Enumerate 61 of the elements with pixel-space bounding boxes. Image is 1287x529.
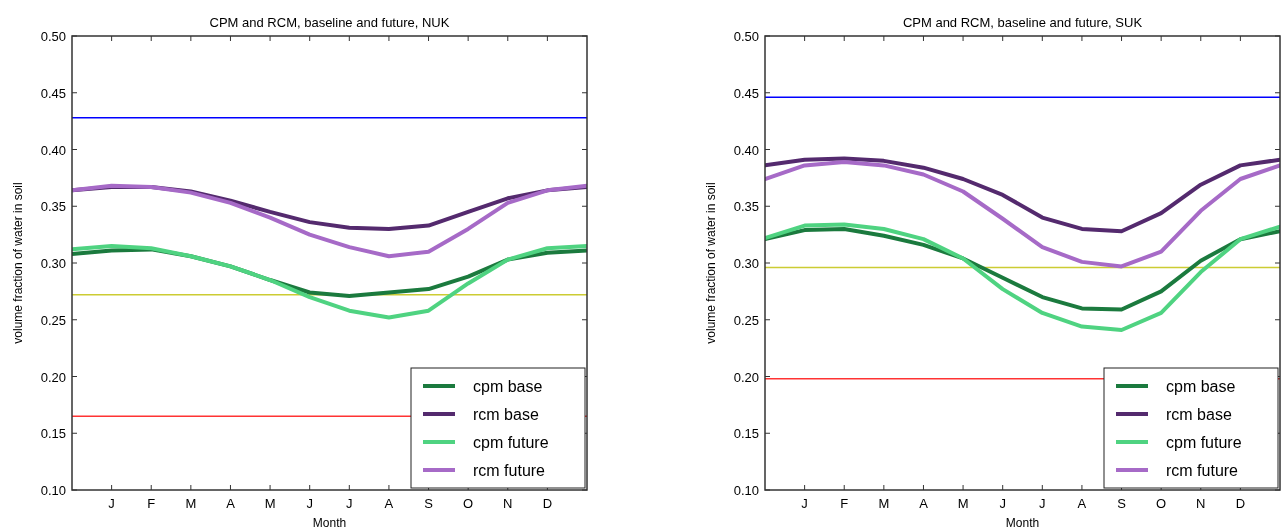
legend-label: cpm future	[1166, 434, 1242, 451]
x-tick-label: J	[999, 496, 1006, 511]
line-series	[72, 243, 587, 320]
x-tick-label: A	[384, 496, 394, 511]
y-tick-label: 0.15	[40, 426, 66, 442]
x-tick-label: D	[1235, 496, 1246, 511]
y-tick-label: 0.40	[733, 142, 759, 158]
legend-label: cpm base	[1166, 378, 1236, 395]
line-series	[765, 159, 1280, 269]
x-tick-label: M	[185, 496, 197, 511]
y-tick-label: 0.30	[733, 256, 759, 271]
x-axis-title: Month	[312, 516, 347, 529]
x-tick-label: A	[226, 496, 236, 511]
y-tick-label: 0.45	[40, 85, 66, 101]
chart-title: CPM and RCM, baseline and future, SUK	[902, 15, 1143, 30]
x-tick-label: N	[503, 496, 513, 511]
x-tick-label: O	[463, 496, 474, 511]
y-tick-label: 0.35	[40, 199, 66, 215]
x-tick-label: J	[1039, 496, 1046, 511]
y-tick-label: 0.15	[733, 426, 759, 442]
y-tick-label: 0.50	[40, 29, 66, 44]
x-tick-label: F	[147, 496, 156, 511]
x-axis-title: Month	[1005, 516, 1040, 529]
y-tick-label: 0.45	[733, 85, 759, 101]
legend-label: cpm future	[473, 434, 549, 451]
x-tick-label: M	[878, 496, 890, 511]
legend-label: rcm base	[1166, 406, 1232, 423]
y-axis-title: volume fraction of water in soil	[11, 182, 25, 344]
x-tick-label: O	[1156, 496, 1167, 511]
x-tick-label: N	[1196, 496, 1206, 511]
y-tick-label: 0.30	[40, 256, 66, 271]
x-tick-label: F	[840, 496, 849, 511]
line-series	[765, 156, 1280, 234]
y-tick-label: 0.25	[733, 312, 759, 328]
y-tick-label: 0.50	[733, 29, 759, 44]
line-series	[765, 222, 1280, 332]
x-tick-label: J	[346, 496, 353, 511]
y-tick-label: 0.10	[733, 483, 759, 498]
y-tick-label: 0.10	[40, 483, 66, 498]
legend-label: rcm future	[473, 462, 546, 479]
x-tick-label: J	[108, 496, 115, 511]
x-tick-label: D	[542, 496, 553, 511]
legend-label: rcm future	[1166, 462, 1239, 479]
x-tick-label: J	[306, 496, 313, 511]
y-tick-label: 0.20	[733, 369, 759, 385]
line-series	[72, 183, 587, 259]
legend-label: cpm base	[473, 378, 543, 395]
y-tick-label: 0.20	[40, 369, 66, 385]
y-tick-label: 0.40	[40, 142, 66, 158]
x-tick-label: J	[801, 496, 808, 511]
x-tick-label: M	[264, 496, 276, 511]
legend-label: rcm base	[473, 406, 539, 423]
chart-title: CPM and RCM, baseline and future, NUK	[209, 15, 450, 30]
x-tick-label: S	[424, 496, 434, 511]
x-tick-label: A	[919, 496, 929, 511]
y-tick-label: 0.25	[40, 312, 66, 328]
x-tick-label: S	[1117, 496, 1127, 511]
x-tick-label: A	[1077, 496, 1087, 511]
y-tick-label: 0.35	[733, 199, 759, 215]
x-tick-label: M	[957, 496, 969, 511]
y-axis-title: volume fraction of water in soil	[704, 182, 718, 344]
